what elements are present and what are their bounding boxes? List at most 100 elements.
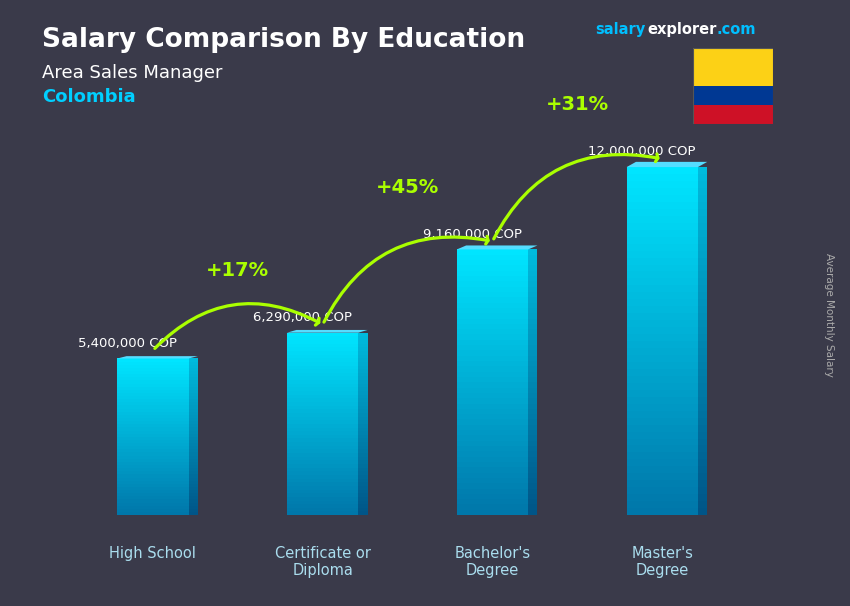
Bar xyxy=(456,467,528,473)
Bar xyxy=(456,404,528,409)
Bar xyxy=(698,473,707,481)
Bar xyxy=(528,393,537,398)
Bar xyxy=(189,408,198,411)
Bar xyxy=(189,393,198,396)
Bar xyxy=(117,424,189,427)
Bar xyxy=(626,425,698,431)
Bar xyxy=(626,341,698,348)
Bar xyxy=(189,487,198,490)
Bar xyxy=(698,244,707,251)
Bar xyxy=(698,327,707,334)
Bar xyxy=(189,465,198,468)
Bar xyxy=(359,369,368,373)
Bar xyxy=(626,216,698,223)
Bar xyxy=(626,258,698,265)
Bar xyxy=(626,181,698,188)
Bar xyxy=(626,481,698,487)
Bar xyxy=(698,285,707,292)
Bar xyxy=(626,327,698,334)
Bar xyxy=(528,398,537,404)
Bar xyxy=(698,237,707,244)
Bar xyxy=(287,340,359,344)
Bar xyxy=(189,505,198,509)
Bar xyxy=(456,398,528,404)
Bar xyxy=(456,457,528,462)
Bar xyxy=(456,478,528,483)
Bar xyxy=(117,456,189,459)
Bar xyxy=(456,371,528,377)
Bar xyxy=(698,181,707,188)
Bar xyxy=(359,424,368,428)
Bar xyxy=(528,430,537,435)
Bar xyxy=(117,509,189,512)
Bar xyxy=(698,411,707,418)
Bar xyxy=(626,431,698,439)
Bar xyxy=(117,462,189,465)
Bar xyxy=(456,356,528,361)
Bar xyxy=(117,393,189,396)
Bar xyxy=(626,251,698,258)
Bar xyxy=(359,497,368,501)
Bar xyxy=(528,404,537,409)
Bar xyxy=(359,336,368,340)
Bar xyxy=(287,365,359,369)
Bar xyxy=(189,502,198,505)
Bar xyxy=(189,371,198,374)
Bar xyxy=(117,434,189,437)
Bar xyxy=(626,362,698,369)
Bar xyxy=(359,340,368,344)
Bar xyxy=(359,384,368,387)
Bar xyxy=(287,416,359,420)
Bar xyxy=(528,367,537,371)
Bar xyxy=(456,260,528,265)
Bar xyxy=(287,387,359,391)
Bar xyxy=(189,484,198,487)
Bar xyxy=(456,377,528,382)
Bar xyxy=(117,362,189,365)
Bar xyxy=(117,468,189,471)
Bar xyxy=(359,344,368,347)
Bar xyxy=(528,335,537,340)
Bar xyxy=(189,512,198,515)
Bar xyxy=(189,453,198,456)
Bar xyxy=(528,483,537,488)
Bar xyxy=(528,377,537,382)
Bar xyxy=(626,237,698,244)
Polygon shape xyxy=(287,330,368,333)
Bar xyxy=(528,324,537,329)
Bar xyxy=(698,445,707,453)
Bar xyxy=(528,276,537,281)
Bar xyxy=(359,435,368,439)
Bar xyxy=(117,415,189,418)
Bar xyxy=(528,425,537,430)
Bar xyxy=(117,411,189,415)
Bar xyxy=(287,508,359,511)
Bar xyxy=(456,361,528,367)
Bar xyxy=(359,428,368,431)
Bar xyxy=(287,446,359,450)
Bar xyxy=(626,348,698,355)
Bar xyxy=(189,390,198,393)
Bar xyxy=(528,371,537,377)
Bar xyxy=(287,333,359,336)
Bar xyxy=(528,302,537,308)
Bar xyxy=(287,405,359,409)
Bar xyxy=(287,398,359,402)
Bar xyxy=(528,361,537,367)
Bar xyxy=(698,209,707,216)
Bar xyxy=(528,271,537,276)
Bar xyxy=(528,319,537,324)
Bar xyxy=(456,313,528,319)
Bar xyxy=(117,374,189,378)
Bar xyxy=(117,402,189,405)
Bar xyxy=(626,174,698,181)
Text: Average Monthly Salary: Average Monthly Salary xyxy=(824,253,834,377)
Bar xyxy=(528,499,537,504)
Bar xyxy=(359,420,368,424)
Bar xyxy=(698,355,707,362)
Bar xyxy=(117,449,189,453)
Bar xyxy=(287,504,359,508)
Bar xyxy=(117,443,189,446)
Bar xyxy=(359,471,368,475)
Bar xyxy=(456,388,528,393)
